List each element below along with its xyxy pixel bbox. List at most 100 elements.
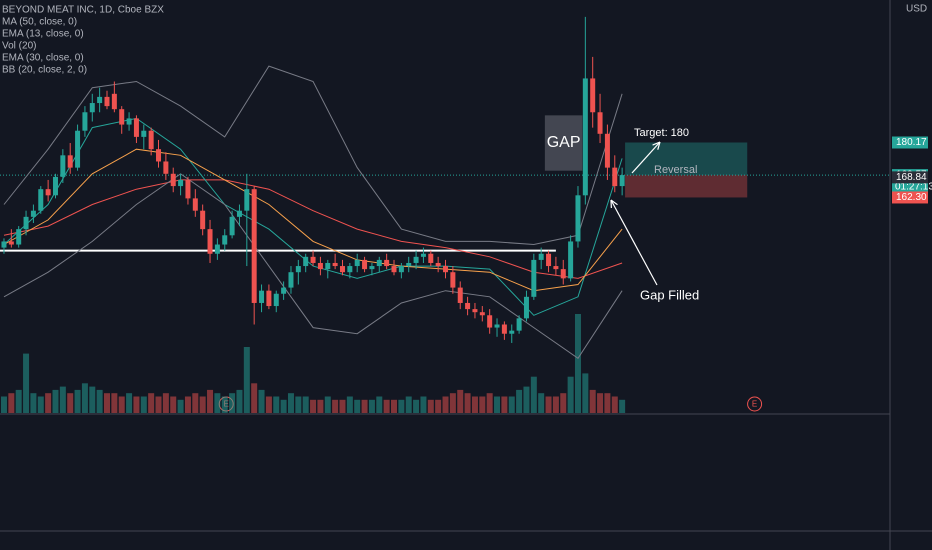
volume-bar: [523, 386, 530, 413]
volume-bar: [273, 396, 280, 413]
candle-body: [413, 256, 419, 263]
legend-entry: Vol (20): [2, 41, 36, 52]
volume-bar: [413, 399, 420, 413]
candle-body: [310, 256, 316, 263]
candle-body: [303, 256, 309, 267]
volume-bar: [207, 389, 214, 413]
candle-body: [487, 315, 493, 328]
arrow-head: [657, 141, 661, 150]
candle-body: [575, 195, 581, 242]
candle-body: [553, 266, 559, 270]
countdown-box: [892, 181, 928, 194]
earnings-label: E: [752, 400, 757, 409]
volume-bar: [398, 399, 405, 413]
volume-bar: [30, 393, 37, 413]
indicator-line: [3, 148, 623, 292]
volume-bar: [464, 393, 471, 413]
candle-body: [16, 229, 22, 245]
candle-body: [126, 118, 132, 125]
candle-body: [75, 130, 81, 168]
price-label-box: [892, 136, 928, 149]
volume-bar: [361, 399, 368, 413]
volume-bar: [560, 393, 567, 413]
volume-bar: [214, 393, 221, 413]
candle-body: [133, 118, 139, 137]
candle-body: [384, 259, 390, 267]
volume-bar: [619, 399, 626, 413]
volume-bar: [59, 386, 66, 413]
volume-bar: [229, 393, 236, 413]
price-label: 180.17: [896, 137, 927, 148]
candle-body: [214, 244, 220, 254]
volume-bar: [574, 314, 581, 413]
stop-zone: [625, 175, 748, 198]
volume-bar: [265, 396, 272, 413]
legend: BEYOND MEAT INC, 1D, Cboe BZX MA (50, cl…: [2, 5, 164, 76]
candle-body: [23, 216, 29, 230]
volume-bar: [199, 396, 206, 413]
candle-body: [60, 155, 66, 177]
price-label-box: [892, 171, 928, 184]
candle-body: [207, 229, 213, 254]
volume-bar: [96, 389, 103, 413]
candle-body: [590, 78, 596, 113]
reversal-label: Reversal: [654, 164, 697, 176]
volume-bar: [287, 393, 294, 413]
candle-body: [450, 272, 456, 288]
volume-bar: [391, 399, 398, 413]
candle-body: [251, 189, 257, 303]
volume-bar: [310, 399, 317, 413]
candle-body: [45, 189, 51, 196]
candle-body: [406, 262, 412, 267]
candle-body: [531, 259, 537, 297]
candle-body: [244, 189, 250, 211]
volume-bar: [170, 396, 177, 413]
volume-bar: [162, 393, 169, 413]
volume-bar: [236, 389, 243, 413]
candle-body: [38, 189, 44, 211]
candle-body: [104, 96, 110, 107]
volume-bar: [442, 396, 449, 413]
candle-body: [428, 253, 434, 263]
volume-bar: [545, 396, 552, 413]
countdown: 01:27:13: [895, 182, 932, 193]
volume-bar: [538, 393, 545, 413]
candle-body: [538, 253, 544, 260]
volume-bar: [368, 399, 375, 413]
candle-body: [97, 96, 103, 104]
arrow: [610, 199, 658, 286]
volume-bar: [611, 396, 618, 413]
arrow: [631, 141, 661, 174]
candle-body: [111, 93, 117, 110]
candle-body: [156, 149, 162, 162]
candle-body: [1, 241, 7, 248]
volume-bar: [597, 393, 604, 413]
candle-body: [67, 155, 73, 168]
volume-bar: [317, 399, 324, 413]
volume-bar: [74, 389, 81, 413]
price-label: 168.84: [896, 172, 927, 183]
volume-bar: [449, 393, 456, 413]
volume-bar: [155, 396, 162, 413]
legend-entry: MA (50, close, 0): [2, 17, 77, 28]
volume-bar: [516, 389, 523, 413]
candle-body: [443, 266, 449, 273]
candle-body: [560, 269, 566, 279]
candle-body: [288, 272, 294, 288]
candle-body: [597, 112, 603, 134]
candle-body: [568, 241, 574, 279]
target-label: Target: 180: [634, 127, 689, 139]
volume-bar: [435, 399, 442, 413]
candle-body: [354, 259, 360, 267]
candle-body: [52, 176, 58, 196]
volume-bar: [133, 396, 140, 413]
gap-box: [544, 115, 583, 171]
candle-body: [295, 266, 301, 273]
candle-body: [523, 296, 529, 319]
candle-body: [501, 324, 507, 334]
volume-bar: [192, 393, 199, 413]
volume-bar: [530, 376, 537, 413]
candle-body: [325, 262, 331, 270]
